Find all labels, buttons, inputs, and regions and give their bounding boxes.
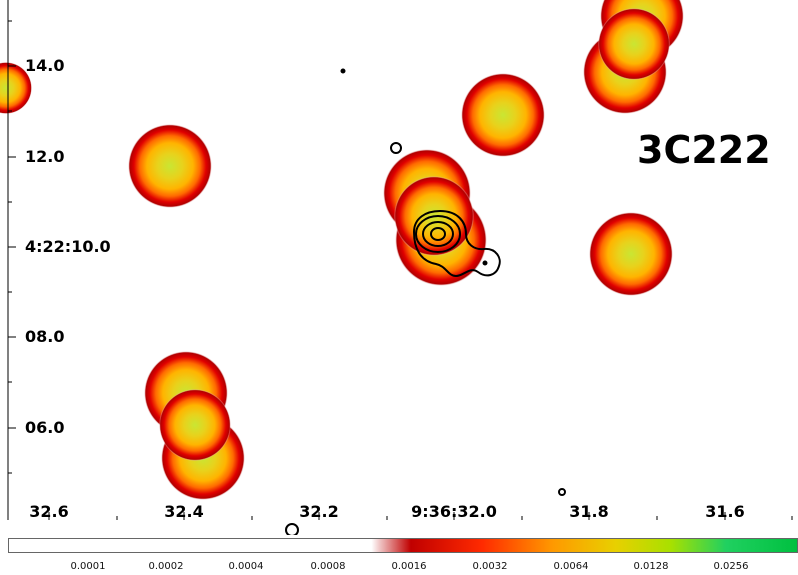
source-blob <box>159 389 231 461</box>
colorbar-label: 0.0016 <box>391 561 427 572</box>
source-blobs <box>0 0 684 500</box>
colorbar <box>8 538 798 553</box>
colorbar-label: 0.0032 <box>472 561 508 572</box>
source-blob <box>589 212 673 296</box>
y-tick-label: 14.0 <box>25 56 65 75</box>
x-tick-label: 32.4 <box>164 502 204 521</box>
colorbar-label: 0.0064 <box>553 561 589 572</box>
image-title: 3C222 <box>637 128 771 172</box>
source-blob <box>598 8 670 80</box>
y-tick-label: 12.0 <box>25 147 65 166</box>
colorbar-label: 0.0008 <box>310 561 346 572</box>
x-tick-label: 32.6 <box>29 502 69 521</box>
colorbar-label: 0.0002 <box>148 561 184 572</box>
colorbar-label: 0.0256 <box>713 561 749 572</box>
y-tick-label: 06.0 <box>25 418 65 437</box>
x-tick-label: 9:36:32.0 <box>411 502 497 521</box>
y-tick-label: 4:22:10.0 <box>25 237 111 256</box>
y-tick-label: 08.0 <box>25 327 65 346</box>
source-blob <box>461 73 545 157</box>
x-tick-label: 32.2 <box>299 502 339 521</box>
colorbar-label: 0.0004 <box>228 561 264 572</box>
radio-contours <box>285 68 566 535</box>
colorbar-label: 0.0128 <box>633 561 669 572</box>
x-tick-label: 31.8 <box>569 502 609 521</box>
source-blob <box>128 124 212 208</box>
x-tick-label: 31.6 <box>705 502 745 521</box>
sky-image <box>0 0 793 535</box>
colorbar-label: 0.0001 <box>70 561 106 572</box>
axis-ticks <box>7 0 793 520</box>
